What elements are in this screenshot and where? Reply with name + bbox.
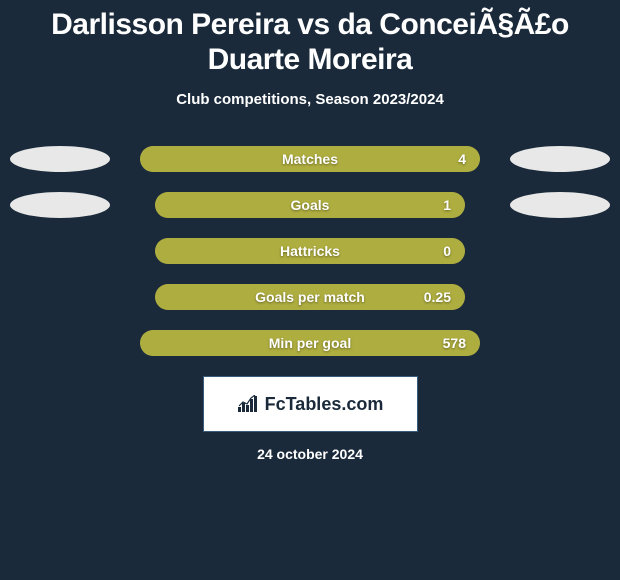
stat-bar-fill	[155, 192, 465, 218]
stat-bar: Goals1	[155, 192, 465, 218]
stat-row: Min per goal578	[0, 330, 620, 356]
stat-bar: Goals per match0.25	[155, 284, 465, 310]
subtitle: Club competitions, Season 2023/2024	[0, 91, 620, 108]
page-title: Darlisson Pereira vs da ConceiÃ§Ã£o Duar…	[0, 8, 620, 77]
logo-box[interactable]: FcTables.com	[203, 376, 418, 432]
stats-rows: Matches4 Goals1 Hattricks0 Goals per match0…	[0, 146, 620, 356]
player-left-avatar	[10, 192, 110, 218]
date-text: 24 october 2024	[0, 446, 620, 462]
stat-row: Matches4	[0, 146, 620, 172]
stat-bar: Matches4	[140, 146, 480, 172]
bar-chart-icon	[237, 395, 259, 413]
player-left-avatar	[10, 146, 110, 172]
player-right-avatar	[510, 146, 610, 172]
stat-row: Goals per match0.25	[0, 284, 620, 310]
logo-text: FcTables.com	[265, 394, 384, 415]
stat-bar-fill	[155, 238, 465, 264]
stat-bar-fill	[140, 330, 480, 356]
stat-row: Goals1	[0, 192, 620, 218]
player-right-avatar	[510, 192, 610, 218]
stat-row: Hattricks0	[0, 238, 620, 264]
stat-bar-fill	[140, 146, 480, 172]
stat-bar-fill	[155, 284, 465, 310]
stat-bar: Min per goal578	[140, 330, 480, 356]
stat-bar: Hattricks0	[155, 238, 465, 264]
